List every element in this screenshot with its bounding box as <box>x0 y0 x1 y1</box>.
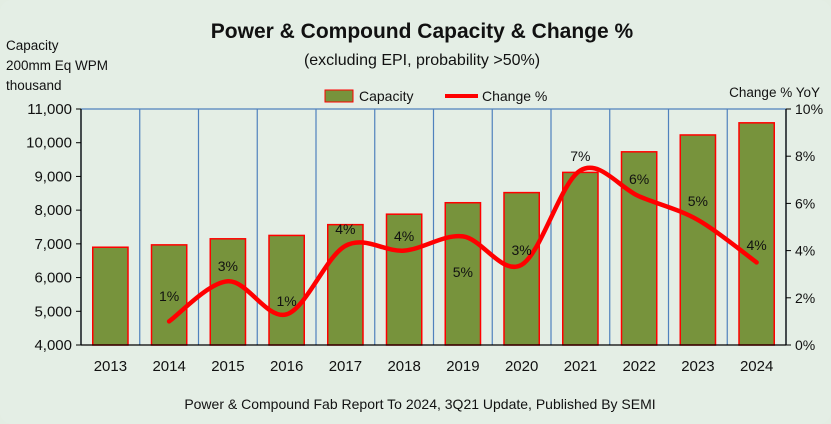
bar-capacity-2020 <box>503 191 540 346</box>
y-tick-label: 11,000 <box>27 101 72 118</box>
y2-tick-label: 2% <box>795 290 815 306</box>
legend-label-capacity: Capacity <box>359 88 413 104</box>
y-axis-label-line-3: thousand <box>6 78 62 93</box>
y-axis-label-line-2: 200mm Eq WPM <box>6 58 108 73</box>
x-tick-label: 2016 <box>270 358 303 375</box>
chart-title: Power & Compound Capacity & Change % <box>211 20 634 43</box>
bar-capacity-2014 <box>150 244 188 346</box>
bar-capacity-2013 <box>92 246 129 346</box>
y-tick-label: 9,000 <box>34 168 72 185</box>
legend: Capacity Change % <box>324 88 547 104</box>
x-tick-label: 2014 <box>152 358 185 375</box>
line-change-percent <box>166 165 759 324</box>
data-label-change: 4% <box>747 237 767 253</box>
bar-capacity-2015 <box>209 238 247 346</box>
data-labels: 1% 3% 1% 4% 4% 5% 3% 7% 6% 5% 4% <box>159 148 767 309</box>
x-tick-label: 2015 <box>211 358 244 375</box>
y2-tick-label: 6% <box>795 195 815 211</box>
data-label-change: 3% <box>512 242 532 258</box>
x-tick-label: 2022 <box>622 358 655 375</box>
y2-axis-label: Change % YoY <box>729 85 820 100</box>
y2-tick-label: 8% <box>795 148 815 164</box>
y-tick-label: 8,000 <box>34 202 72 219</box>
bar-capacity-2024 <box>738 122 775 346</box>
y-tick-label: 4,000 <box>34 337 72 354</box>
bar-capacity-2016 <box>268 234 305 346</box>
y2-tick-label: 10% <box>795 101 823 117</box>
x-tick-label: 2023 <box>681 358 714 375</box>
data-label-change: 5% <box>453 264 473 280</box>
y2-tick-label: 0% <box>795 337 815 353</box>
axes: 4,000 5,000 6,000 7,000 8,000 9,000 10,000 11,0… <box>26 101 823 375</box>
data-label-change: 7% <box>570 148 590 164</box>
data-label-change: 4% <box>394 228 414 244</box>
x-tick-label: 2013 <box>94 358 127 375</box>
legend-swatch-capacity <box>324 89 354 103</box>
bar-capacity-2023 <box>679 134 717 346</box>
y-tick-label: 5,000 <box>34 303 72 320</box>
x-tick-label: 2018 <box>387 358 420 375</box>
bars <box>92 122 775 346</box>
change-line <box>166 165 759 324</box>
y2-tick-label: 4% <box>795 243 815 259</box>
data-label-change: 1% <box>159 288 179 304</box>
x-tick-label: 2019 <box>446 358 479 375</box>
x-tick-label: 2020 <box>505 358 538 375</box>
data-label-change: 3% <box>218 258 238 274</box>
legend-label-change: Change % <box>482 88 547 104</box>
bar-capacity-2021 <box>562 171 599 346</box>
chart-footer: Power & Compound Fab Report To 2024, 3Q2… <box>184 396 655 412</box>
y-axis-label-line-1: Capacity <box>6 38 59 53</box>
data-label-change: 6% <box>629 171 649 187</box>
y-tick-label: 6,000 <box>34 270 72 287</box>
y-tick-label: 7,000 <box>34 236 72 253</box>
x-tick-label: 2017 <box>329 358 362 375</box>
data-label-change: 4% <box>335 221 355 237</box>
bar-capacity-2022 <box>620 151 658 346</box>
data-label-change: 5% <box>688 193 708 209</box>
data-label-change: 1% <box>277 293 297 309</box>
chart-subtitle: (excluding EPI, probability >50%) <box>304 52 540 69</box>
x-tick-label: 2021 <box>564 358 597 375</box>
x-tick-label: 2024 <box>740 358 773 375</box>
y-tick-label: 10,000 <box>26 135 72 152</box>
